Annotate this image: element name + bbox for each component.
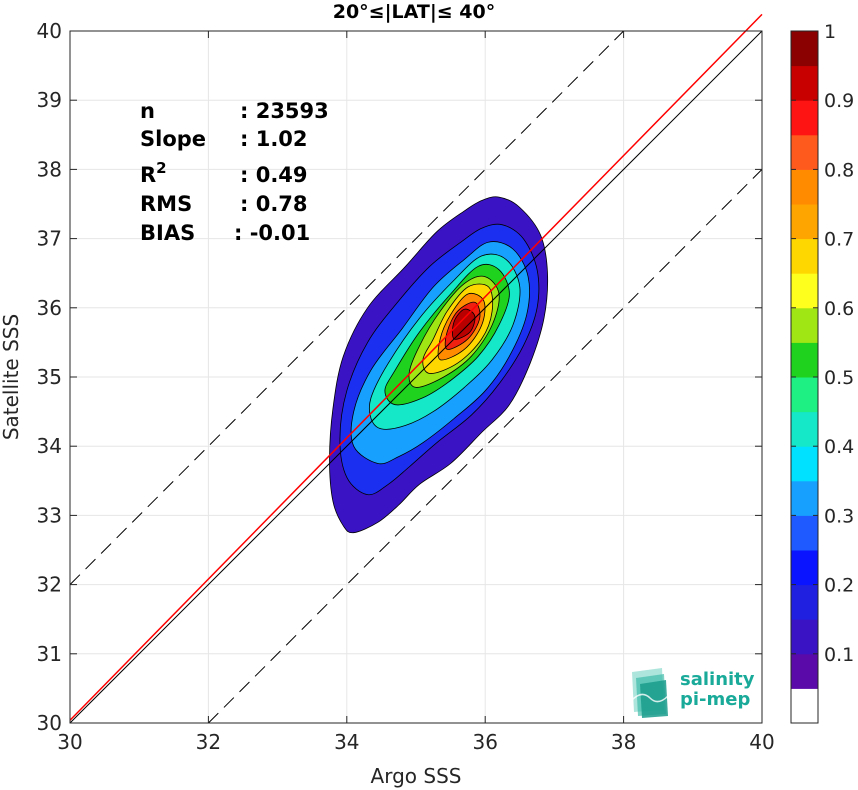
stat-r2-value: : 0.49 bbox=[240, 163, 308, 187]
line-regression-fit bbox=[69, 13, 763, 721]
colorbar-bin bbox=[791, 65, 818, 101]
x-tick-label: 38 bbox=[611, 730, 636, 754]
reference-lines bbox=[69, 13, 763, 724]
chart-title: 20°≤|LAT|≤ 40° bbox=[333, 1, 496, 23]
stat-rms-value: : 0.78 bbox=[240, 192, 308, 216]
salinity-pimep-logo: salinity pi-mep bbox=[631, 668, 755, 718]
colorbar-bin bbox=[791, 653, 818, 689]
y-tick-label: 34 bbox=[37, 434, 62, 458]
stat-bias-label: BIAS bbox=[140, 221, 195, 245]
stat-r2-base: R bbox=[140, 163, 156, 187]
colorbar-bins bbox=[791, 31, 818, 724]
line-1-1-line bbox=[69, 30, 763, 724]
colorbar-bin bbox=[791, 515, 818, 551]
stat-slope-label: Slope bbox=[140, 127, 206, 151]
y-tick-label: 35 bbox=[37, 365, 62, 389]
y-tick-label: 33 bbox=[37, 503, 62, 527]
logo-text-salinity: salinity bbox=[680, 669, 755, 690]
colorbar-bin bbox=[791, 584, 818, 620]
colorbar-bin bbox=[791, 480, 818, 516]
stat-n-value: : 23593 bbox=[240, 99, 329, 123]
stat-r2-superscript: 2 bbox=[156, 159, 166, 177]
x-tick-label: 40 bbox=[749, 730, 774, 754]
colorbar-bin bbox=[791, 238, 818, 274]
colorbar-bin bbox=[791, 550, 818, 586]
colorbar-bin bbox=[791, 307, 818, 343]
stat-n-label: n bbox=[140, 99, 155, 123]
colorbar-tick-label: 0.6 bbox=[824, 298, 854, 320]
colorbar-tick-label: 1 bbox=[824, 21, 836, 43]
colorbar-tick-label: 0.1 bbox=[824, 644, 854, 666]
colorbar-bin bbox=[791, 31, 818, 67]
y-tick-label: 39 bbox=[37, 88, 62, 112]
x-tick-label: 36 bbox=[472, 730, 497, 754]
colorbar-bin bbox=[791, 169, 818, 205]
colorbar-bin bbox=[791, 342, 818, 378]
colorbar-bin bbox=[791, 411, 818, 447]
colorbar-tick-label: 0.7 bbox=[824, 229, 854, 251]
colorbar-bin bbox=[791, 377, 818, 413]
colorbar-bin bbox=[791, 688, 818, 724]
y-tick-label: 40 bbox=[37, 19, 62, 43]
y-tick-label: 38 bbox=[37, 157, 62, 181]
colorbar-bin bbox=[791, 273, 818, 309]
colorbar-tick-label: 0.5 bbox=[824, 367, 854, 389]
stat-bias-value: : -0.01 bbox=[234, 221, 310, 245]
colorbar-bin bbox=[791, 619, 818, 655]
colorbar-tick-label: 0.2 bbox=[824, 575, 854, 597]
stat-rms-label: RMS bbox=[140, 192, 192, 216]
colorbar: 0.1 0.2 0.3 0.4 0.5 0.6 0.7 0.8 0.9 1 bbox=[790, 21, 854, 724]
plot-area: 30 32 34 36 38 40 30 31 32 33 34 35 36 37 38 39 40 bbox=[37, 13, 775, 754]
stat-slope-value: : 1.02 bbox=[240, 127, 308, 151]
y-tick-label: 31 bbox=[37, 642, 62, 666]
x-tick-label: 32 bbox=[196, 730, 221, 754]
colorbar-bin bbox=[791, 204, 818, 240]
x-axis-label: Argo SSS bbox=[371, 764, 462, 788]
colorbar-bin bbox=[791, 446, 818, 482]
colorbar-bin bbox=[791, 100, 818, 136]
y-tick-label: 36 bbox=[37, 296, 62, 320]
colorbar-ticks: 0.1 0.2 0.3 0.4 0.5 0.6 0.7 0.8 0.9 1 bbox=[791, 21, 854, 666]
logo-wave-icon bbox=[631, 668, 669, 718]
colorbar-tick-label: 0.3 bbox=[824, 505, 854, 527]
y-tick-label: 30 bbox=[37, 711, 62, 735]
x-tick-label: 30 bbox=[57, 730, 82, 754]
stats-box: n : 23593 Slope : 1.02 R2 : 0.49 RMS : 0… bbox=[140, 99, 329, 245]
logo-text-pimep: pi-mep bbox=[680, 689, 750, 710]
colorbar-bin bbox=[791, 134, 818, 170]
x-tick-label: 34 bbox=[334, 730, 359, 754]
y-tick-label: 37 bbox=[37, 227, 62, 251]
stat-r2-label: R2 bbox=[140, 159, 167, 187]
y-axis-ticks: 30 31 32 33 34 35 36 37 38 39 40 bbox=[37, 19, 762, 735]
x-axis-ticks: 30 32 34 36 38 40 bbox=[57, 31, 775, 754]
colorbar-tick-label: 0.8 bbox=[824, 159, 854, 181]
colorbar-tick-label: 0.4 bbox=[824, 436, 854, 458]
y-axis-label: Satellite SSS bbox=[0, 314, 23, 440]
y-tick-label: 32 bbox=[37, 573, 62, 597]
colorbar-tick-label: 0.9 bbox=[824, 90, 854, 112]
